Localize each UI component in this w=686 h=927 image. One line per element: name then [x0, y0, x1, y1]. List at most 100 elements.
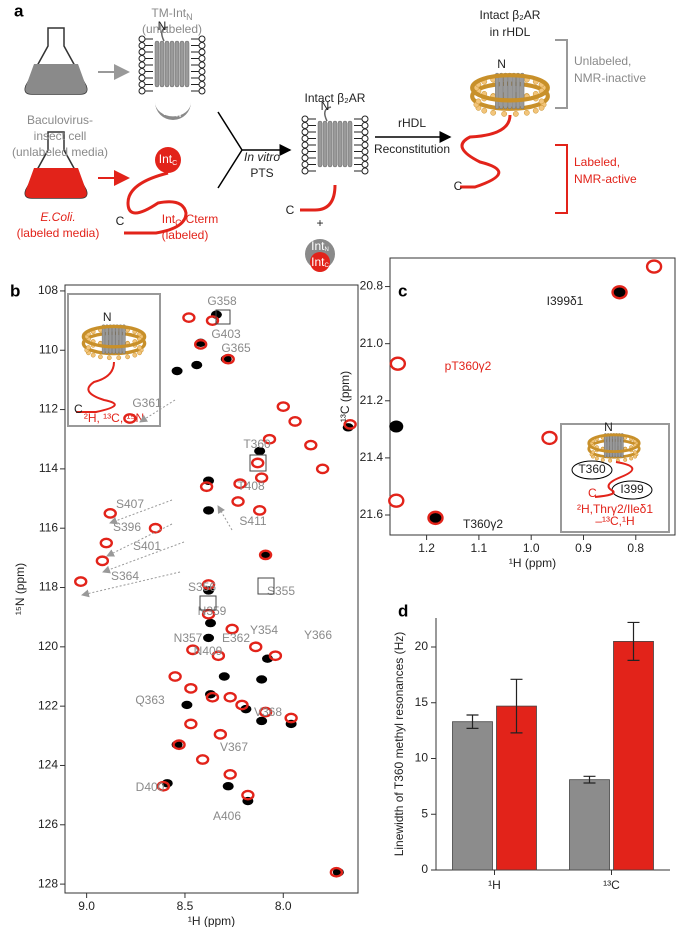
lipid-head — [361, 135, 369, 142]
helix — [122, 324, 126, 354]
peak — [191, 360, 203, 370]
y-tick-label: 126 — [38, 817, 58, 831]
panel-label: c — [398, 281, 407, 300]
flask-unlabeled — [24, 27, 88, 95]
lipid-head — [198, 74, 206, 82]
peak-label: A406 — [213, 809, 241, 823]
guide-arrow — [217, 505, 233, 531]
scaffold — [81, 324, 147, 349]
label: Intact β₂AR — [305, 91, 366, 105]
y-tick-label: 118 — [39, 580, 58, 594]
helix — [115, 324, 119, 354]
peak-label: T360 — [243, 437, 271, 451]
guide-arrow — [109, 499, 173, 525]
lipid-head — [490, 109, 497, 116]
label: Intact β₂AR — [480, 8, 541, 22]
membrane-protein: N — [301, 99, 369, 175]
lipid-head — [198, 35, 206, 43]
lipid-head — [633, 454, 638, 459]
label: Labeled, — [574, 155, 620, 169]
guide-arrow — [81, 571, 181, 598]
x-tick-label: 8.5 — [177, 899, 194, 913]
label: IntN — [163, 104, 181, 119]
y-tick-label: 108 — [38, 283, 58, 297]
peak — [389, 420, 404, 433]
y-tick-label: 124 — [38, 758, 58, 772]
helix — [503, 72, 508, 109]
x-tick-label: 1.2 — [418, 541, 435, 555]
peak — [203, 506, 215, 515]
peak-label: S364 — [111, 569, 139, 583]
y-tick-label: 15 — [415, 695, 429, 709]
x-tick-label: 0.8 — [627, 541, 644, 555]
peak — [184, 718, 198, 730]
label: insect cell — [34, 129, 87, 143]
peak-label: G361 — [132, 396, 162, 410]
lipid-head — [301, 122, 309, 129]
bracket — [555, 144, 568, 214]
arrow — [217, 111, 290, 189]
lipid-head — [198, 42, 206, 49]
helix — [507, 72, 512, 109]
helix — [511, 72, 516, 109]
label: (labeled media) — [17, 226, 100, 240]
panel-label: b — [10, 281, 20, 300]
peak — [193, 338, 208, 350]
lipid-head — [361, 141, 369, 149]
helix — [169, 40, 175, 88]
helix — [164, 40, 170, 88]
lipid-head — [106, 355, 112, 361]
peak — [329, 866, 344, 878]
helix — [118, 324, 123, 354]
label: IntC-Cterm — [162, 212, 219, 228]
lipid-head — [198, 81, 206, 88]
helix — [499, 72, 504, 109]
lipid-head — [198, 61, 206, 69]
c-term: C — [454, 179, 463, 193]
n-loop — [161, 26, 169, 42]
lipid-head — [86, 345, 91, 350]
lipid-head — [138, 74, 146, 82]
peak — [205, 315, 220, 326]
y-tick-label: 114 — [39, 461, 58, 475]
peak — [645, 259, 663, 274]
peak-label: G365 — [221, 341, 251, 355]
peak — [249, 641, 263, 653]
scaffold — [587, 433, 641, 454]
label-sub: C — [172, 160, 177, 167]
n-term: N — [158, 19, 167, 33]
plot-frame — [64, 284, 359, 894]
y-tick-label: 128 — [38, 876, 58, 890]
lipid-head — [501, 111, 508, 117]
lipid-head — [116, 355, 122, 361]
lipid-head — [623, 457, 628, 462]
peak — [123, 413, 137, 424]
helix — [112, 324, 116, 354]
lipid-head — [361, 154, 369, 162]
peak — [256, 675, 268, 684]
label-text: Int — [311, 255, 325, 269]
helix — [615, 433, 618, 458]
peak — [203, 633, 215, 643]
guide-arrow — [106, 523, 173, 557]
helix — [337, 120, 343, 168]
peak — [199, 481, 214, 493]
label: (labeled) — [162, 228, 209, 242]
c-term: C — [588, 486, 597, 500]
peak — [74, 576, 88, 587]
lipid-head — [125, 354, 130, 360]
y-tick-label: 10 — [415, 751, 429, 765]
lipid-head — [475, 98, 482, 105]
bracket — [555, 39, 568, 109]
lipid-head — [532, 107, 539, 114]
peak — [171, 366, 183, 376]
label: In vitro — [244, 150, 280, 164]
peak — [252, 505, 267, 516]
nanodisc: N — [587, 420, 641, 463]
bar — [452, 721, 493, 871]
c-tail — [460, 114, 512, 189]
peak-label: S411 — [239, 514, 266, 528]
peak — [184, 682, 198, 694]
lipid-head — [137, 345, 142, 350]
